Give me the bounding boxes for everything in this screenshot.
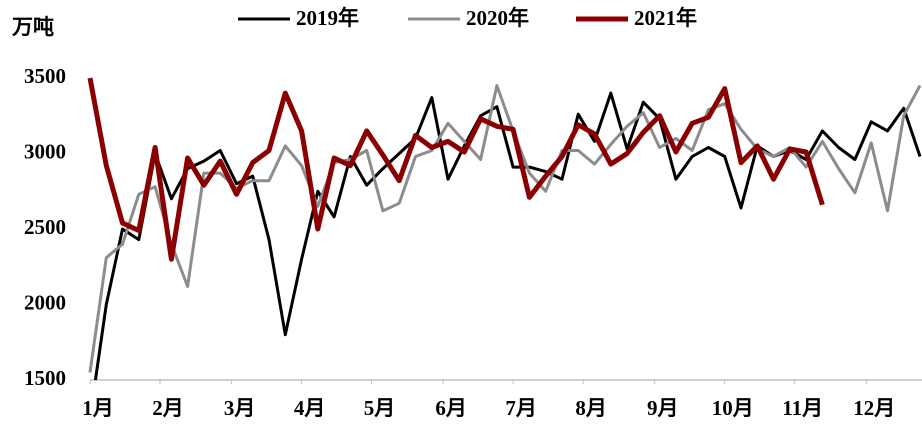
- x-tick-label: 6月: [435, 396, 467, 420]
- y-axis-label: 万吨: [11, 15, 54, 39]
- y-tick-label: 1500: [24, 366, 66, 390]
- x-tick-label: 9月: [647, 396, 679, 420]
- series-line: [93, 91, 922, 380]
- x-tick-label: 10月: [712, 396, 754, 420]
- y-tick-label: 3500: [24, 64, 66, 88]
- x-tick-label: 1月: [82, 396, 114, 420]
- x-tick-label: 11月: [782, 396, 823, 420]
- series-line: [87, 77, 825, 262]
- x-tick-label: 2月: [152, 396, 184, 420]
- y-tick-label: 3000: [24, 139, 66, 163]
- x-tick-label: 5月: [364, 396, 396, 420]
- plot-area: [87, 77, 922, 380]
- y-tick-label: 2500: [24, 215, 66, 239]
- x-tick-label: 7月: [505, 396, 537, 420]
- x-tick-label: 8月: [575, 396, 607, 420]
- x-tick-label: 3月: [224, 396, 256, 420]
- legend-label: 2019年: [296, 6, 359, 30]
- legend-label: 2020年: [466, 6, 529, 30]
- y-tick-label: 2000: [24, 290, 66, 314]
- x-tick-label: 12月: [853, 396, 895, 420]
- legend-label: 2021年: [634, 6, 697, 30]
- x-tick-label: 4月: [294, 396, 326, 420]
